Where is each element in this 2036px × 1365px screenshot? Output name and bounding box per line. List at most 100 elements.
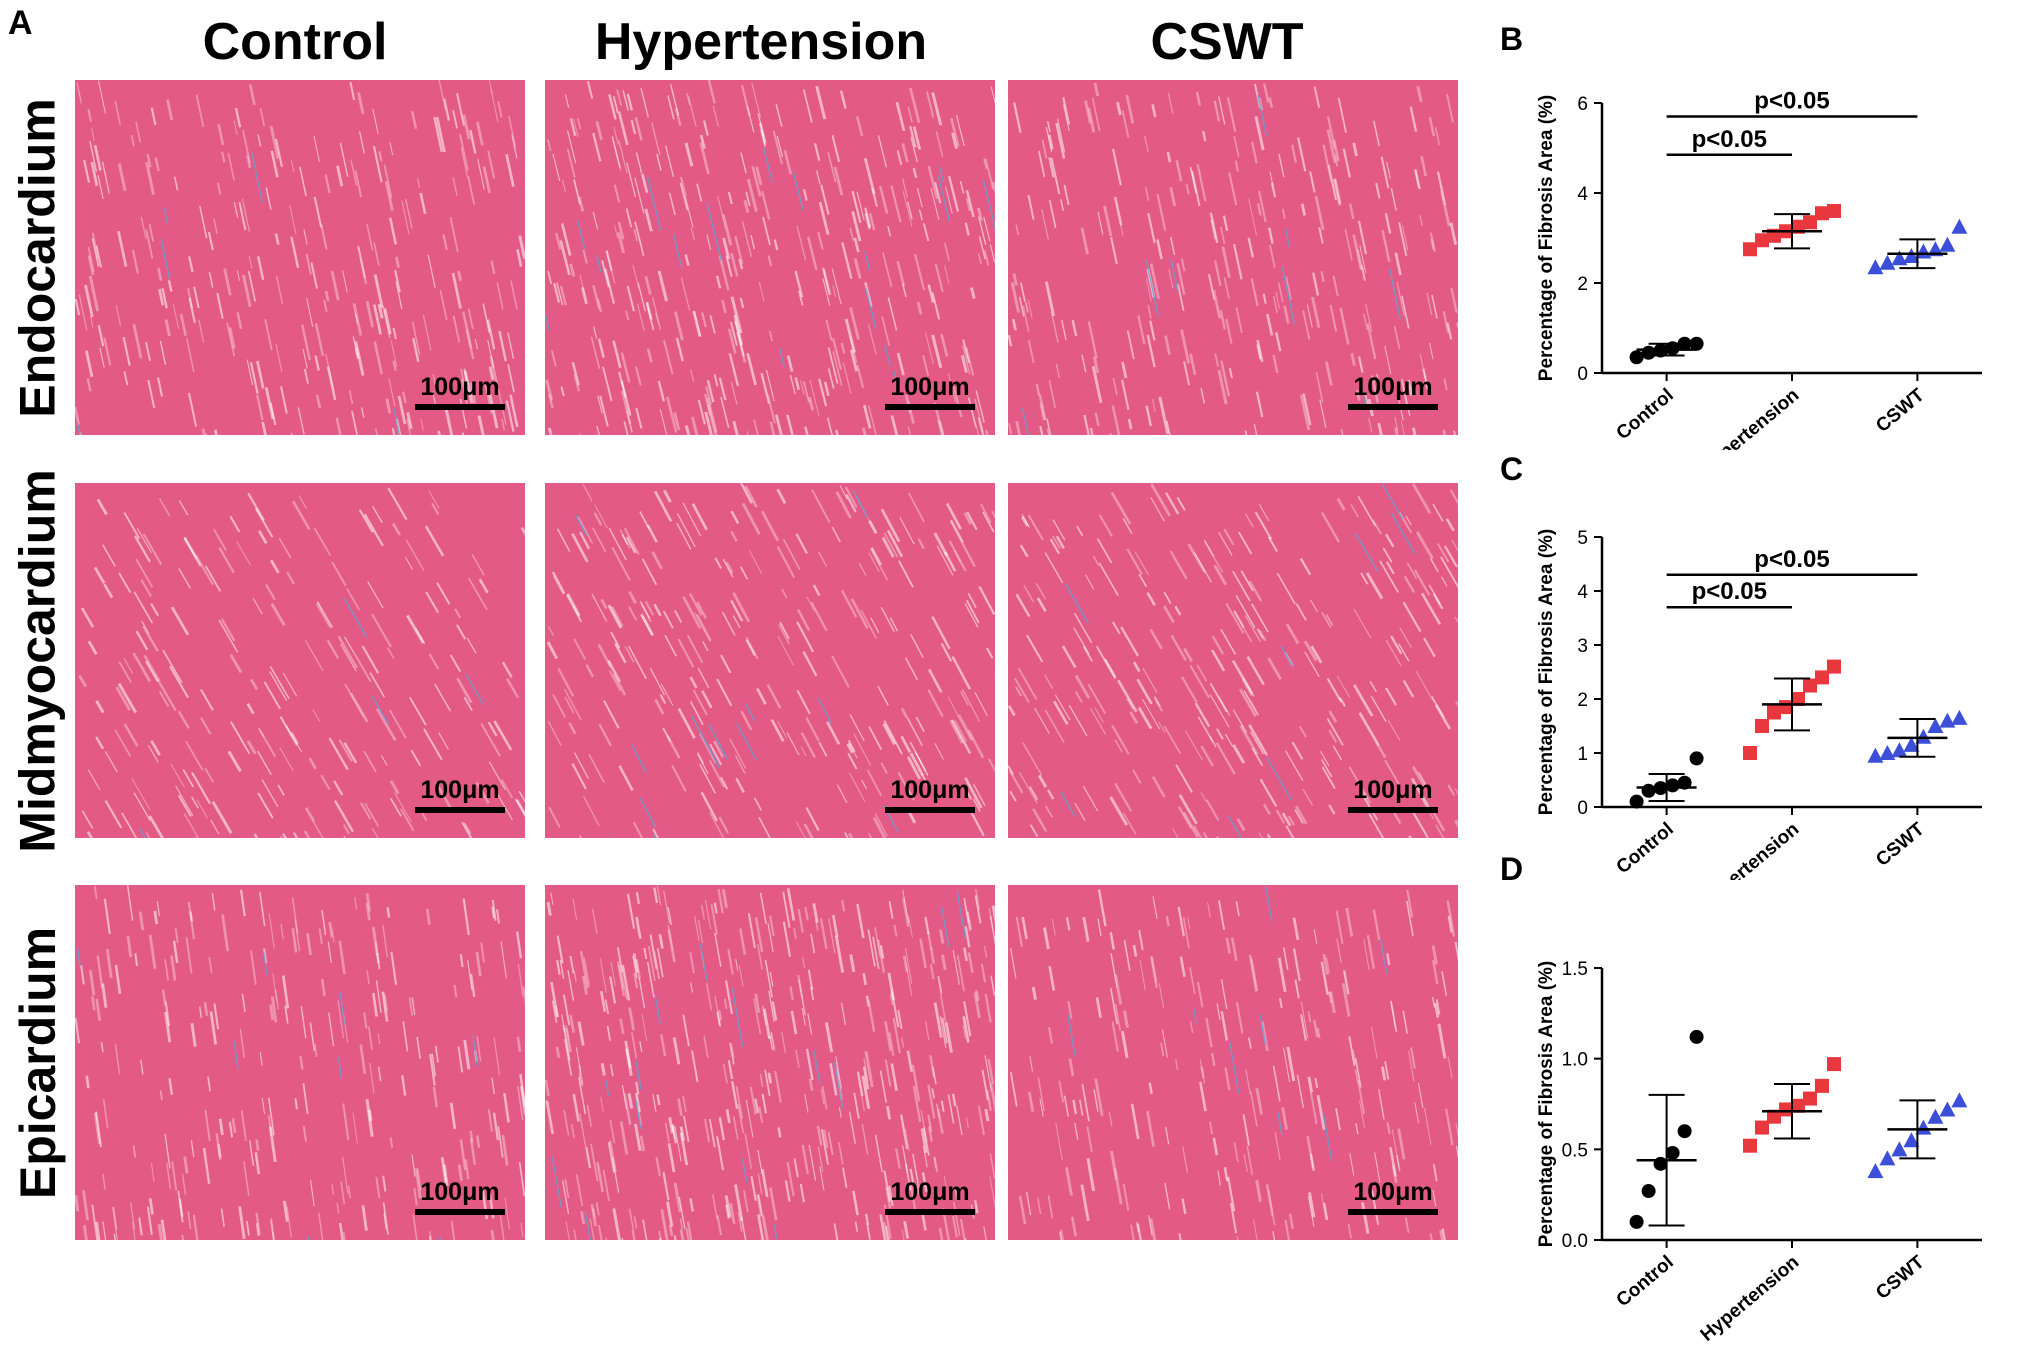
- y-tick-label: 4: [1577, 582, 1588, 603]
- x-tick-label: Control: [1613, 1252, 1678, 1312]
- micrograph-midmyocardium-control: 100μm: [75, 483, 525, 838]
- data-point: [1939, 712, 1956, 728]
- data-point: [1927, 1108, 1944, 1124]
- y-tick-label: 3: [1577, 636, 1588, 657]
- scale-bar-line: [1348, 1209, 1438, 1215]
- y-tick-label: 5: [1577, 528, 1588, 549]
- data-point: [1791, 692, 1805, 706]
- data-point: [1779, 700, 1793, 715]
- scale-bar: 100μm: [885, 776, 975, 813]
- data-point: [1879, 1150, 1896, 1166]
- y-tick-label: 4: [1577, 184, 1588, 205]
- scale-bar: 100μm: [885, 373, 975, 410]
- panel-letter: D: [1500, 851, 1523, 887]
- scale-bar-line: [415, 807, 505, 813]
- y-axis-label: Percentage of Fibrosis Area (%): [1536, 529, 1557, 815]
- panel-letter: B: [1500, 21, 1523, 57]
- y-tick-label: 0: [1577, 798, 1588, 819]
- x-tick-label: Control: [1613, 385, 1678, 445]
- data-point: [1903, 248, 1920, 263]
- scale-bar: 100μm: [1348, 1178, 1438, 1215]
- scale-bar-label: 100μm: [890, 1178, 970, 1206]
- data-point: [1767, 1109, 1781, 1124]
- data-point: [1815, 670, 1829, 685]
- row-title-midmyocardium: Midmyocardium: [10, 468, 66, 853]
- scale-bar-line: [1348, 807, 1438, 813]
- scale-bar-line: [415, 1209, 505, 1215]
- data-point: [1803, 215, 1817, 230]
- data-point: [1641, 1184, 1656, 1199]
- scale-bar: 100μm: [415, 776, 505, 813]
- y-tick-label: 1.0: [1562, 1050, 1588, 1071]
- data-point: [1951, 218, 1968, 234]
- data-point: [1755, 1120, 1769, 1135]
- scale-bar: 100μm: [1348, 776, 1438, 813]
- y-tick-label: 2: [1577, 274, 1588, 295]
- scale-bar-label: 100μm: [1353, 373, 1433, 401]
- data-point: [1803, 678, 1817, 693]
- scale-bar-line: [885, 807, 975, 813]
- micrograph-epicardium-cswt: 100μm: [1008, 885, 1458, 1240]
- chart-panel-b: B 0 2 4 6 Percentage of Fibrosis Area (%) Cont…: [1500, 21, 1982, 450]
- data-point: [1689, 336, 1704, 351]
- data-point: [1939, 236, 1956, 252]
- data-point: [1879, 745, 1896, 760]
- data-point: [1779, 1102, 1793, 1117]
- data-point: [1939, 1101, 1956, 1117]
- scale-bar-label: 100μm: [420, 1178, 500, 1206]
- row-title-endocardium: Endocardium: [10, 97, 67, 418]
- data-point: [1891, 742, 1908, 758]
- x-tick-label: CSWT: [1872, 384, 1929, 436]
- column-title-cswt: CSWT: [1150, 13, 1304, 71]
- data-point: [1951, 1092, 1968, 1108]
- y-axis-label: Percentage of Fibrosis Area (%): [1536, 95, 1557, 381]
- micrograph-midmyocardium-cswt: 100μm: [1008, 483, 1458, 838]
- y-tick-label: 1.5: [1562, 959, 1588, 980]
- data-point: [1951, 709, 1968, 725]
- data-point: [1815, 206, 1829, 221]
- data-point: [1867, 1163, 1884, 1179]
- data-point: [1665, 778, 1680, 793]
- data-point: [1927, 718, 1944, 733]
- x-tick-label: Hypertension: [1697, 1252, 1804, 1346]
- data-point: [1915, 728, 1932, 744]
- data-point: [1641, 783, 1656, 798]
- data-point: [1689, 751, 1704, 766]
- column-title-hypertension: Hypertension: [594, 13, 928, 71]
- data-point: [1755, 233, 1769, 248]
- data-point: [1879, 254, 1896, 270]
- data-point: [1827, 1057, 1841, 1072]
- column-title-control: Control: [202, 13, 388, 71]
- micrograph-endocardium-control: 100μm: [75, 80, 525, 435]
- data-point: [1903, 1132, 1920, 1148]
- data-point: [1827, 204, 1841, 218]
- micrograph-endocardium-hypertension: 100μm: [545, 80, 995, 435]
- scale-bar: 100μm: [1348, 373, 1438, 410]
- data-point: [1915, 1119, 1932, 1135]
- scale-bar: 100μm: [885, 1178, 975, 1215]
- scale-bar-label: 100μm: [1353, 776, 1433, 804]
- data-point: [1743, 1138, 1757, 1153]
- data-point: [1755, 719, 1769, 733]
- significance-label: p<0.05: [1754, 88, 1829, 115]
- scale-bar: 100μm: [415, 373, 505, 410]
- data-point: [1653, 1156, 1668, 1171]
- y-tick-label: 6: [1577, 94, 1588, 115]
- data-point: [1677, 775, 1692, 790]
- y-tick-label: 2: [1577, 690, 1588, 711]
- scale-bar: 100μm: [415, 1178, 505, 1215]
- data-point: [1629, 350, 1644, 365]
- data-point: [1867, 747, 1884, 763]
- data-point: [1677, 1124, 1692, 1139]
- micrograph-epicardium-control: 100μm: [75, 885, 525, 1240]
- significance-label: p<0.05: [1692, 126, 1767, 153]
- y-tick-label: 1: [1577, 744, 1588, 765]
- data-point: [1665, 1145, 1680, 1160]
- scale-bar-label: 100μm: [890, 776, 970, 804]
- data-point: [1867, 259, 1884, 275]
- row-title-epicardium: Epicardium: [10, 926, 67, 1199]
- panel-letter: C: [1500, 451, 1523, 487]
- scale-bar-label: 100μm: [890, 373, 970, 401]
- micrograph-epicardium-hypertension: 100μm: [545, 885, 995, 1240]
- scale-bar-line: [415, 404, 505, 410]
